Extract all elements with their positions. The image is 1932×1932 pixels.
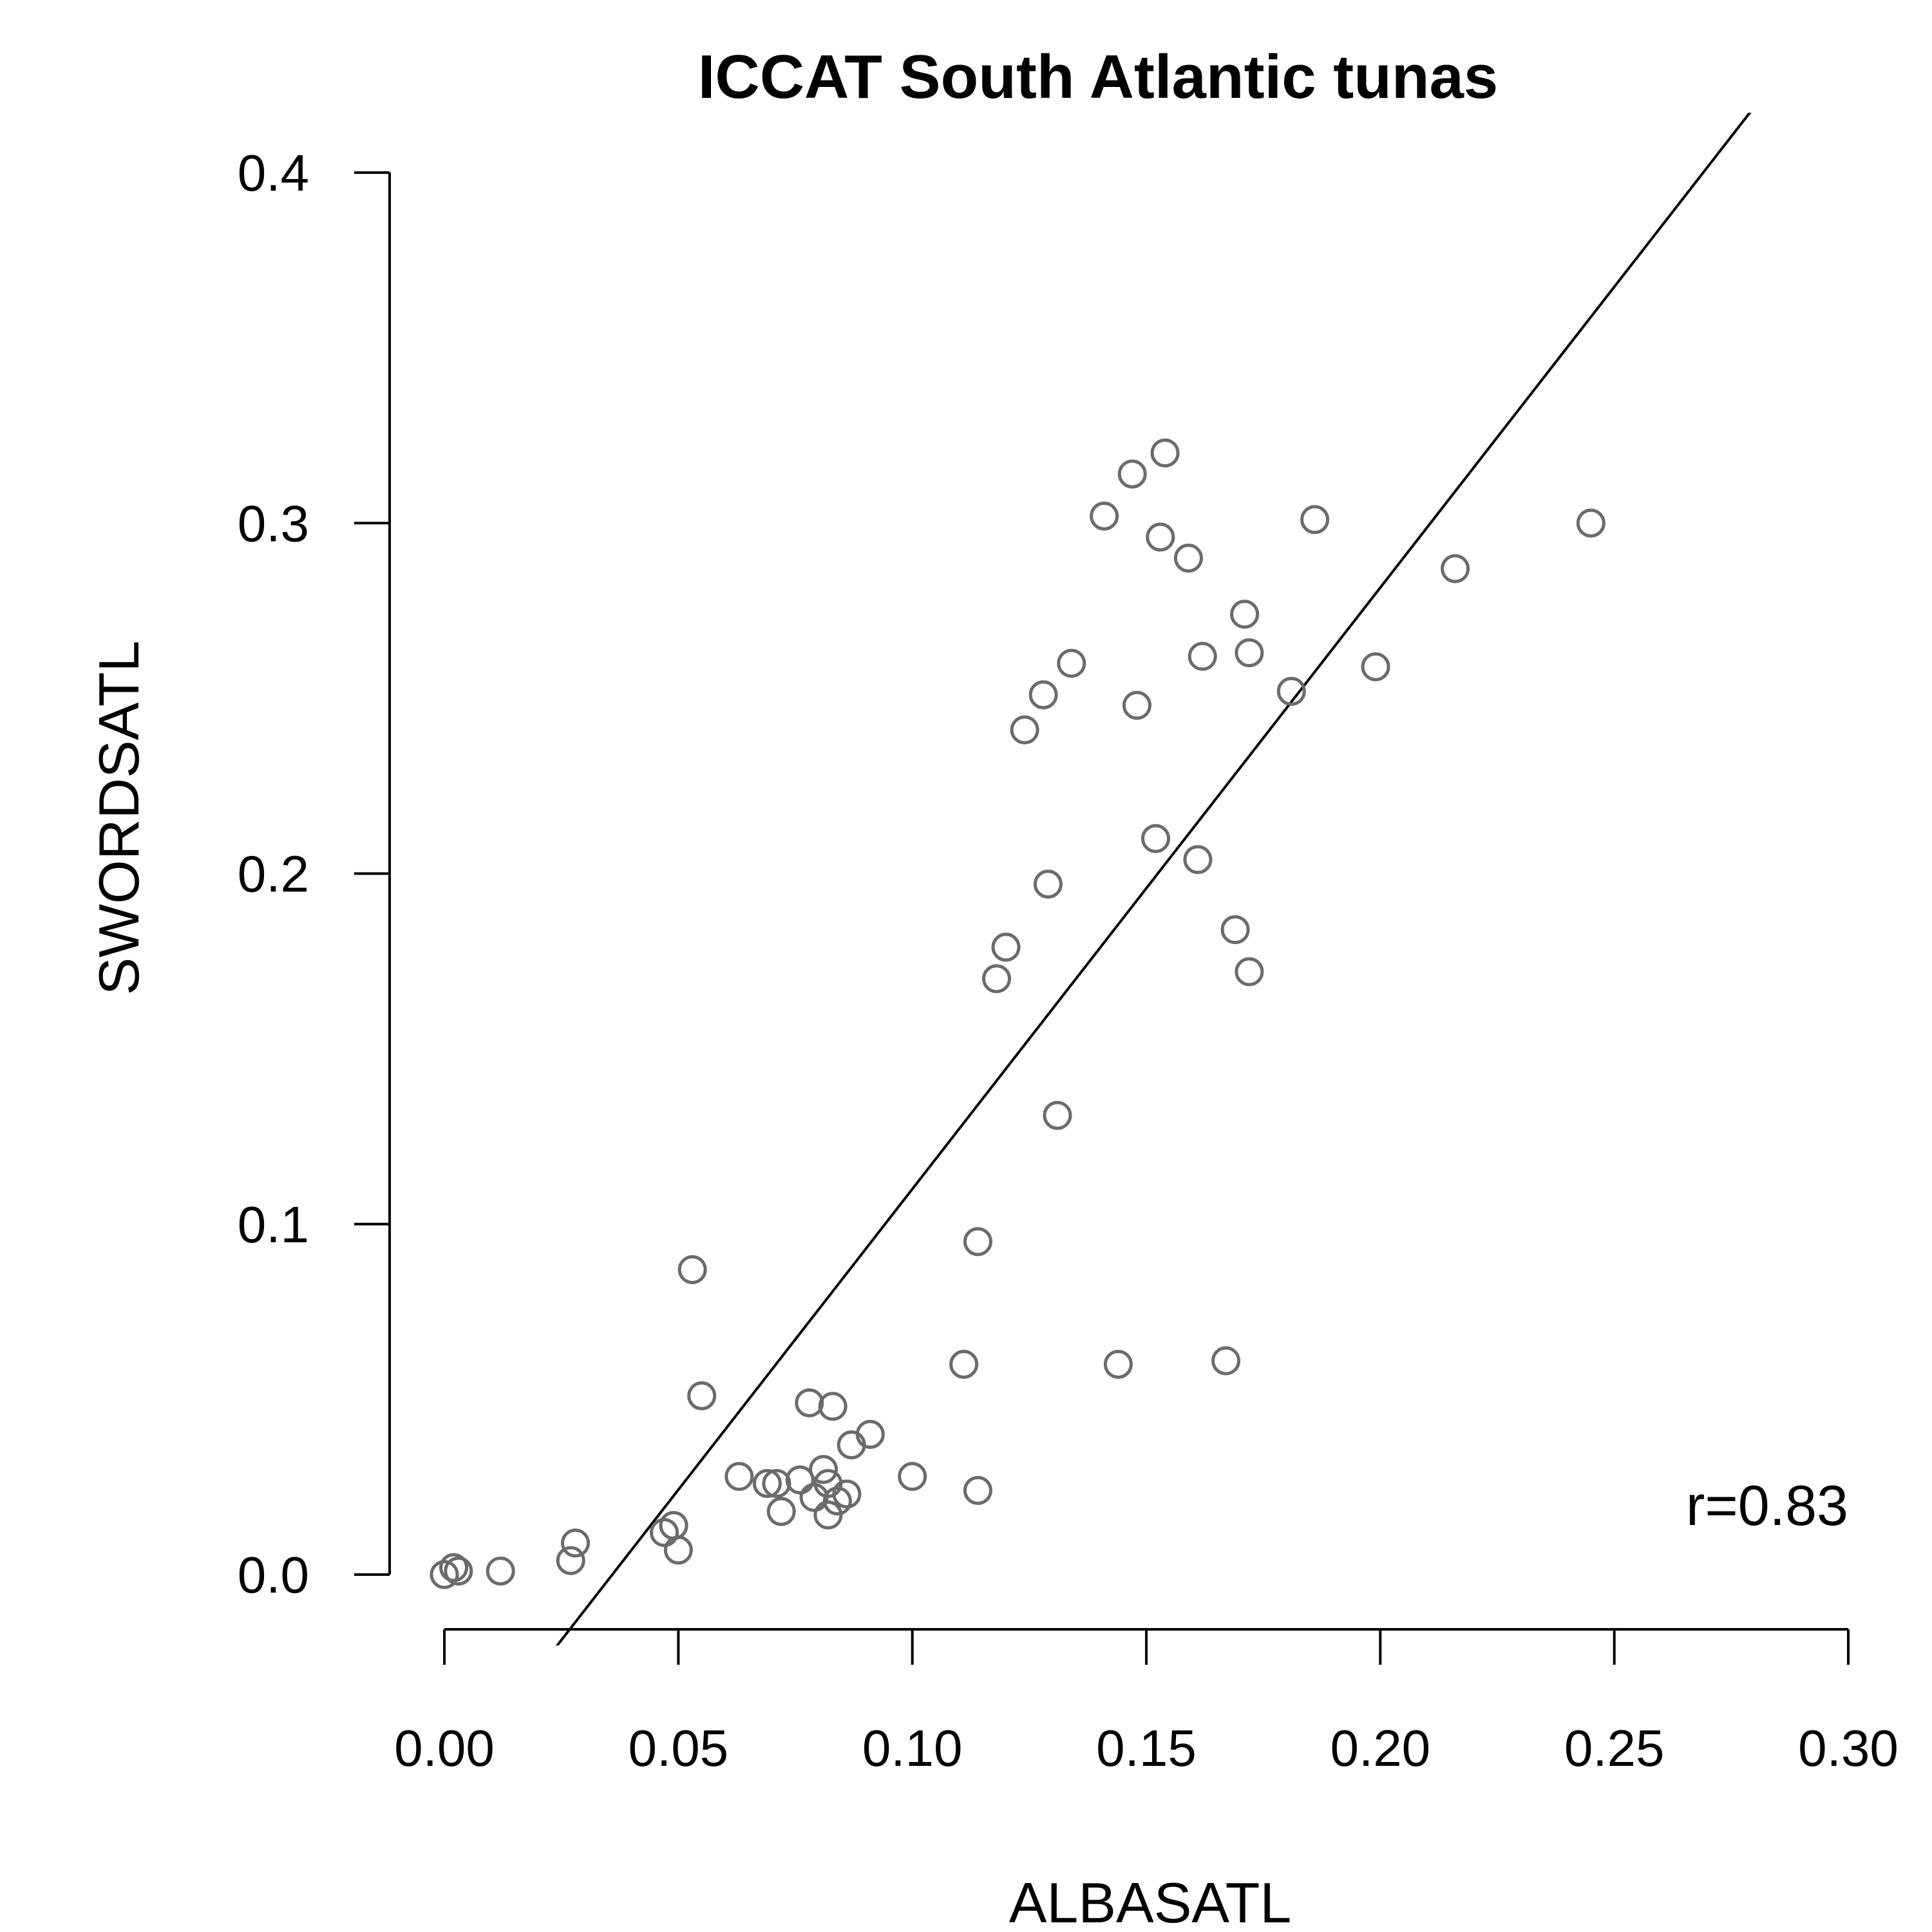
data-point xyxy=(762,1468,791,1498)
data-point xyxy=(799,1482,829,1512)
y-tick-label: 0.1 xyxy=(238,1196,309,1253)
data-point xyxy=(724,1462,754,1492)
data-point xyxy=(1441,554,1470,583)
data-point xyxy=(1043,1101,1072,1130)
y-tick-label: 0.0 xyxy=(238,1546,309,1604)
data-point xyxy=(687,1381,717,1410)
y-tick-label: 0.2 xyxy=(238,846,309,903)
data-point xyxy=(1122,690,1151,720)
x-axis: 0.00 0.05 0.10 0.15 0.20 0.25 0.30 xyxy=(394,1628,1899,1777)
data-point xyxy=(991,933,1021,962)
data-point xyxy=(785,1465,815,1495)
regression-line xyxy=(555,113,1752,1645)
data-point xyxy=(439,1553,469,1582)
data-point xyxy=(949,1349,979,1379)
data-point xyxy=(1057,649,1086,678)
data-point xyxy=(822,1486,852,1516)
data-point xyxy=(963,1475,992,1505)
data-point xyxy=(1220,915,1250,945)
data-point xyxy=(560,1528,590,1558)
x-tick-label: 0.15 xyxy=(1096,1719,1197,1777)
data-point xyxy=(1235,957,1264,987)
data-points xyxy=(430,438,1605,1589)
data-point xyxy=(430,1560,459,1589)
x-tick-label: 0.30 xyxy=(1798,1719,1899,1777)
y-axis: 0.0 0.1 0.2 0.3 0.4 xyxy=(238,144,391,1604)
data-point xyxy=(1230,600,1260,629)
data-point xyxy=(1188,641,1217,671)
data-point xyxy=(1576,508,1605,538)
data-point xyxy=(766,1497,796,1526)
data-point xyxy=(486,1557,515,1586)
x-tick-label: 0.20 xyxy=(1330,1719,1430,1777)
data-point xyxy=(809,1455,838,1484)
data-point xyxy=(1235,638,1264,668)
data-point xyxy=(1300,505,1330,535)
data-point xyxy=(1276,676,1306,706)
data-point xyxy=(1028,680,1058,710)
data-point xyxy=(1183,845,1213,875)
data-point xyxy=(663,1535,693,1565)
data-point xyxy=(898,1462,927,1492)
y-axis-label: SWORDSATL xyxy=(87,641,151,996)
data-point xyxy=(677,1255,707,1285)
data-point xyxy=(1173,544,1203,573)
data-point xyxy=(1361,652,1390,681)
x-tick-label: 0.05 xyxy=(628,1719,728,1777)
data-point xyxy=(650,1518,679,1548)
data-point xyxy=(855,1419,885,1449)
data-point xyxy=(795,1388,824,1417)
data-point xyxy=(1090,501,1119,531)
y-ticks: 0.0 0.1 0.2 0.3 0.4 xyxy=(238,144,390,1604)
data-point xyxy=(1150,438,1180,468)
y-tick-label: 0.4 xyxy=(238,144,309,202)
correlation-annotation: r=0.83 xyxy=(1686,1473,1848,1537)
data-point xyxy=(1010,715,1039,744)
x-tick-label: 0.10 xyxy=(862,1719,963,1777)
x-tick-label: 0.25 xyxy=(1564,1719,1665,1777)
data-point xyxy=(752,1468,782,1498)
data-point xyxy=(832,1479,862,1509)
data-point xyxy=(1211,1346,1241,1376)
data-point xyxy=(818,1392,848,1421)
data-point xyxy=(981,964,1011,994)
data-point xyxy=(1141,824,1171,853)
x-axis-label: ALBASATL xyxy=(1009,1871,1292,1932)
data-point xyxy=(1117,459,1147,489)
data-point xyxy=(963,1227,992,1256)
data-point xyxy=(444,1557,473,1586)
x-tick-label: 0.00 xyxy=(394,1719,495,1777)
chart-title: ICCAT South Atlantic tunas xyxy=(698,43,1499,111)
data-point xyxy=(1146,522,1175,552)
data-point xyxy=(556,1546,585,1575)
y-tick-label: 0.3 xyxy=(238,495,309,552)
data-point xyxy=(1103,1349,1133,1379)
x-ticks: 0.00 0.05 0.10 0.15 0.20 0.25 0.30 xyxy=(394,1629,1899,1777)
data-point xyxy=(1033,869,1063,899)
